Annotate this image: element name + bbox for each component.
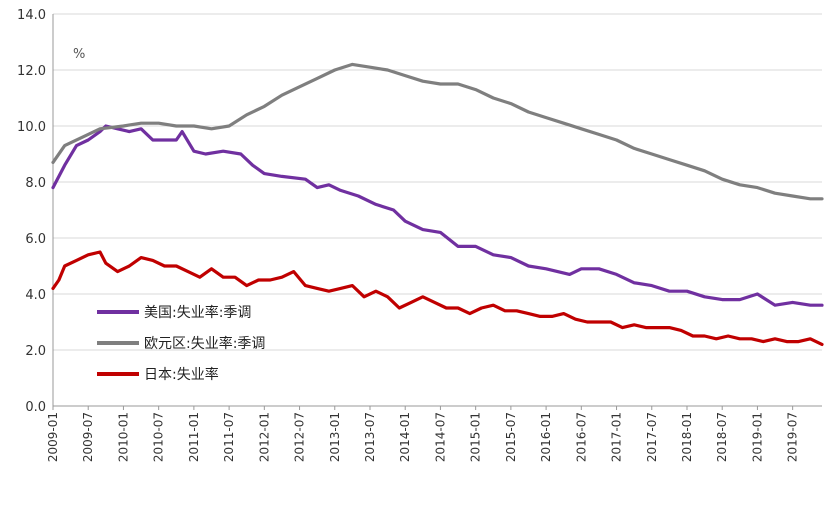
unit-label: %	[73, 47, 85, 62]
y-tick-label: 4.0	[25, 288, 46, 303]
series-line-0	[51, 124, 824, 307]
legend-label-1: 欧元区:失业率:季调	[144, 335, 265, 352]
y-tick-label: 2.0	[25, 344, 46, 359]
x-tick-label: 2009-07	[81, 412, 95, 462]
gridlines	[53, 13, 822, 351]
x-tick-label: 2010-01	[116, 412, 130, 462]
x-tick-label: 2016-07	[574, 412, 588, 462]
x-tick-label: 2012-07	[293, 412, 307, 462]
y-tick-label: 10.0	[17, 120, 46, 135]
series-line-2	[51, 250, 824, 346]
x-tick-label: 2019-01	[750, 412, 764, 462]
x-tick-label: 2018-07	[715, 412, 729, 462]
y-tick-label: 0.0	[25, 400, 46, 415]
series-line-1	[51, 62, 824, 201]
legend-label-2: 日本:失业率	[144, 366, 219, 383]
x-tick-label: 2016-01	[539, 412, 553, 462]
x-tick-label: 2009-01	[46, 412, 60, 462]
y-tick-labels: 0.0 2.0 4.0 6.0 8.0 10.0 12.0 14.0	[17, 8, 46, 415]
x-tick-label: 2015-01	[469, 412, 483, 462]
x-tick-label: 2018-01	[680, 412, 694, 462]
x-tick-label: 2012-01	[257, 412, 271, 462]
y-tick-label: 14.0	[17, 8, 46, 23]
x-tick-label: 2014-07	[433, 412, 447, 462]
y-tick-label: 6.0	[25, 232, 46, 247]
x-tick-label: 2019-07	[786, 412, 800, 462]
x-tick-label: 2017-07	[645, 412, 659, 462]
y-tick-label: 8.0	[25, 176, 46, 191]
y-tick-label: 12.0	[17, 64, 46, 79]
axes	[52, 14, 822, 407]
x-tick-label: 2013-01	[328, 412, 342, 462]
x-tick-label: 2011-07	[222, 412, 236, 462]
x-tick-label: 2011-01	[187, 412, 201, 462]
x-tick-label: 2015-07	[504, 412, 518, 462]
x-tick-label: 2014-01	[398, 412, 412, 462]
x-tick-label: 2010-07	[152, 412, 166, 462]
legend-label-0: 美国:失业率:季调	[144, 304, 251, 321]
series-lines	[51, 62, 824, 346]
x-tick-labels: 2009-01 2009-07 2010-01 2010-07 2011-01 2011-…	[46, 406, 800, 462]
x-tick-label: 2013-07	[363, 412, 377, 462]
x-tick-label: 2017-01	[610, 412, 624, 462]
